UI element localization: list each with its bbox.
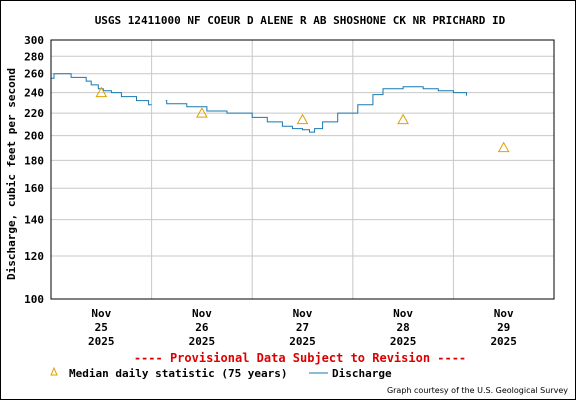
median-triangle-marker: [95, 86, 108, 98]
y-tick-label: 140: [24, 214, 44, 227]
y-tick-label: 180: [24, 154, 44, 167]
legend: Median daily statistic (75 years) Discha…: [50, 366, 392, 380]
chart-title: USGS 12411000 NF COEUR D ALENE R AB SHOS…: [95, 14, 506, 27]
y-tick-label: 280: [24, 50, 44, 63]
discharge-line: [165, 86, 467, 133]
legend-discharge-label: Discharge: [332, 367, 392, 380]
x-tick-labels: Nov252025Nov262025Nov272025Nov282025Nov2…: [88, 307, 517, 348]
series-layer: [51, 73, 510, 153]
y-tick-label: 120: [24, 250, 44, 263]
median-triangle-marker: [296, 113, 309, 125]
y-tick-label: 300: [24, 34, 44, 47]
x-tick-label: 27: [296, 321, 309, 334]
grid-lines: [51, 39, 554, 300]
x-tick-label: 2025: [490, 335, 517, 348]
x-tick-label: Nov: [494, 307, 514, 320]
y-tick-label: 260: [24, 68, 44, 81]
y-tick-label: 100: [24, 293, 44, 306]
legend-median-label: Median daily statistic (75 years): [69, 367, 288, 380]
y-axis-label: Discharge, cubic feet per second: [5, 68, 18, 280]
x-tick-label: 26: [195, 321, 209, 334]
x-tick-label: 2025: [289, 335, 316, 348]
x-tick-label: 29: [497, 321, 510, 334]
median-triangle-marker: [497, 141, 510, 153]
x-tick-label: 2025: [88, 335, 115, 348]
y-tick-label: 220: [24, 107, 44, 120]
x-tick-label: Nov: [91, 307, 111, 320]
x-tick-label: 2025: [390, 335, 417, 348]
y-tick-label: 160: [24, 182, 44, 195]
median-triangle-marker: [397, 113, 409, 125]
x-tick-label: 25: [95, 321, 108, 334]
x-tick-label: Nov: [192, 307, 212, 320]
y-tick-label: 240: [24, 87, 44, 100]
x-tick-label: Nov: [293, 307, 313, 320]
y-tick-labels: 100 120 140 160 180 200 220 240 260 280 300: [24, 34, 44, 306]
x-tick-label: 2025: [189, 335, 216, 348]
credit-text: Graph courtesy of the U.S. Geological Su…: [387, 386, 568, 395]
x-tick-label: 28: [396, 321, 409, 334]
x-tick-label: Nov: [393, 307, 413, 320]
y-tick-label: 200: [24, 130, 44, 143]
discharge-line: [51, 73, 152, 106]
median-triangle-marker: [196, 107, 208, 118]
plot-area-border: [50, 39, 555, 300]
provisional-warning: ---- Provisional Data Subject to Revisio…: [134, 351, 466, 365]
legend-triangle-icon: [50, 366, 58, 376]
